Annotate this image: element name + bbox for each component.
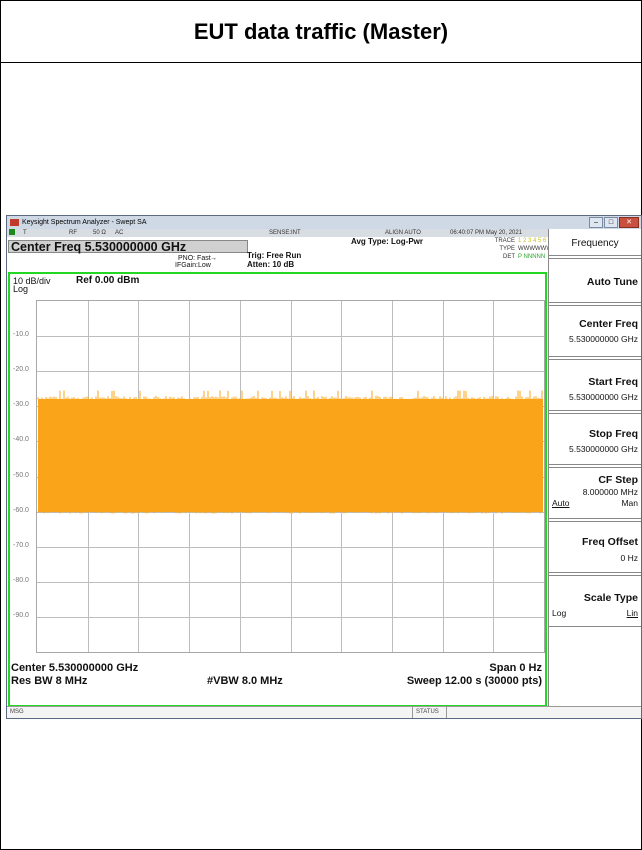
det-label: DET bbox=[503, 254, 515, 260]
avg-type: Avg Type: Log-Pwr bbox=[351, 237, 423, 246]
cf-step-man-option[interactable]: Man bbox=[621, 498, 638, 508]
trace-values: 1 2 3 4 5 6 bbox=[518, 238, 547, 244]
footer-vbw: #VBW 8.0 MHz bbox=[207, 675, 283, 687]
status-rf: RF bbox=[69, 230, 77, 236]
window-controls: – □ ✕ bbox=[589, 217, 639, 228]
page-title: EUT data traffic (Master) bbox=[1, 1, 641, 63]
keysight-logo-icon bbox=[10, 219, 19, 226]
y-tick-label: -30.0 bbox=[13, 401, 29, 409]
scale-log: Log bbox=[13, 284, 29, 294]
trace-1-top-edge bbox=[37, 390, 543, 400]
graticule bbox=[36, 300, 545, 653]
trace-info-box: TRACE 1 2 3 4 5 6 TYPE WWWWWW DET P NNNN… bbox=[463, 237, 552, 264]
softkey-stop-freq[interactable]: Stop Freq 5.530000000 GHz bbox=[549, 413, 641, 465]
scale-type-log-option[interactable]: Log bbox=[552, 608, 567, 618]
arrow-icon: → bbox=[210, 255, 217, 262]
status-impedance: 50 Ω bbox=[93, 230, 106, 236]
atten-setting: Atten: 10 dB bbox=[247, 260, 295, 269]
cf-step-auto-option[interactable]: Auto bbox=[552, 498, 570, 508]
status-coupling: AC bbox=[115, 230, 124, 236]
scale-type-lin-option[interactable]: Lin bbox=[626, 608, 638, 618]
maximize-button[interactable]: □ bbox=[604, 217, 618, 228]
footer-span: Span 0 Hz bbox=[489, 662, 542, 674]
minimize-button[interactable]: – bbox=[589, 217, 603, 228]
softkey-start-freq[interactable]: Start Freq 5.530000000 GHz bbox=[549, 359, 641, 411]
y-tick-label: -50.0 bbox=[13, 471, 29, 479]
status-align: ALIGN AUTO bbox=[385, 230, 421, 236]
softkey-cf-step[interactable]: CF Step 8.000000 MHz Auto Man bbox=[549, 467, 641, 519]
status-indicator-icon bbox=[9, 229, 15, 235]
det-values: P NNNNN bbox=[518, 254, 546, 260]
y-tick-label: -10.0 bbox=[13, 331, 29, 339]
msg-label: MSG bbox=[10, 709, 24, 715]
graticule-hline bbox=[37, 616, 544, 618]
y-tick-label: -80.0 bbox=[13, 576, 29, 584]
graticule-hline bbox=[37, 546, 544, 548]
instrument-status-row: T RF 50 Ω AC SENSE:INT ALIGN AUTO 06:40:… bbox=[7, 229, 549, 237]
y-tick-label: -20.0 bbox=[13, 366, 29, 374]
footer-res-bw: Res BW 8 MHz bbox=[11, 675, 88, 687]
pno-setting: PNO: Fast bbox=[178, 255, 211, 262]
softkey-freq-offset[interactable]: Freq Offset 0 Hz bbox=[549, 521, 641, 573]
message-bar: MSG STATUS bbox=[7, 706, 641, 718]
footer-sweep: Sweep 12.00 s (30000 pts) bbox=[406, 675, 542, 687]
trace-display[interactable]: 10 dB/div Log Ref 0.00 dBm -10.0 -20.0 -30… bbox=[8, 272, 547, 707]
close-button[interactable]: ✕ bbox=[619, 217, 639, 228]
status-trigger: T bbox=[23, 230, 27, 236]
window-title: Keysight Spectrum Analyzer - Swept SA bbox=[22, 219, 147, 226]
scale-per-div: 10 dB/div bbox=[13, 276, 51, 286]
footer-center: Center 5.530000000 GHz bbox=[11, 662, 139, 674]
type-label: TYPE bbox=[499, 246, 515, 252]
softkey-scale-type[interactable]: Scale Type Log Lin bbox=[549, 575, 641, 627]
status-datetime: 06:40:07 PM May 20, 2021 bbox=[450, 230, 523, 236]
type-values: WWWWWW bbox=[518, 246, 552, 252]
center-freq-readout[interactable]: Center Freq 5.530000000 GHz bbox=[8, 240, 248, 254]
y-tick-label: -70.0 bbox=[13, 541, 29, 549]
ifgain-setting: IFGain:Low bbox=[175, 262, 211, 269]
measurement-header: Center Freq 5.530000000 GHz PNO: Fast → … bbox=[7, 237, 552, 272]
trace-1-band bbox=[38, 399, 543, 512]
softkey-center-freq[interactable]: Center Freq 5.530000000 GHz bbox=[549, 305, 641, 357]
status-label[interactable]: STATUS bbox=[412, 707, 447, 718]
y-tick-label: -60.0 bbox=[13, 506, 29, 514]
reference-level[interactable]: Ref 0.00 dBm bbox=[76, 275, 140, 286]
status-sense: SENSE:INT bbox=[269, 230, 301, 236]
spectrum-analyzer-window: Keysight Spectrum Analyzer - Swept SA – … bbox=[6, 215, 642, 719]
trace-label: TRACE bbox=[494, 238, 515, 244]
softkey-menu-title: Frequency bbox=[549, 231, 641, 256]
y-tick-label: -90.0 bbox=[13, 611, 29, 619]
softkey-panel: Frequency Auto Tune Center Freq 5.530000… bbox=[548, 229, 641, 706]
trace-1-noise-edges bbox=[37, 390, 543, 514]
trace-1-bottom-edge bbox=[37, 511, 543, 514]
y-tick-label: -40.0 bbox=[13, 436, 29, 444]
trigger-setting: Trig: Free Run bbox=[247, 251, 302, 260]
graticule-hline bbox=[37, 581, 544, 583]
softkey-auto-tune[interactable]: Auto Tune bbox=[549, 258, 641, 303]
window-titlebar: Keysight Spectrum Analyzer - Swept SA – … bbox=[7, 216, 641, 229]
